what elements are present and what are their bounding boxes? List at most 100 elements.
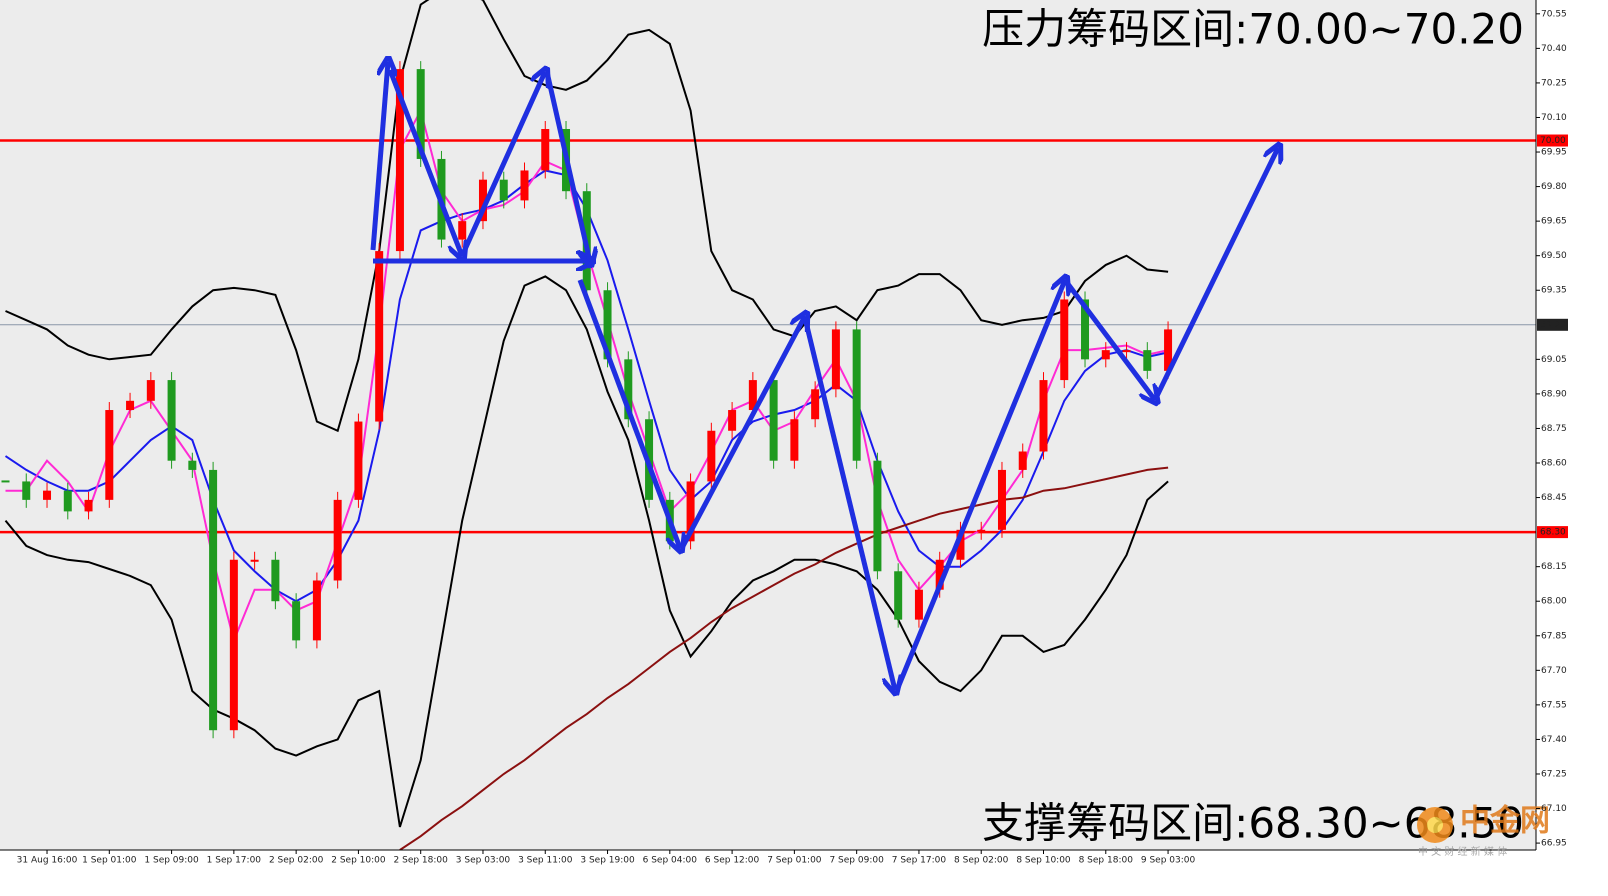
candle bbox=[416, 69, 425, 159]
candle bbox=[292, 601, 301, 641]
y-tick-label: 68.15 bbox=[1541, 562, 1567, 572]
candle bbox=[1081, 299, 1090, 360]
x-tick-label: 3 Sep 11:00 bbox=[518, 856, 573, 866]
candle bbox=[873, 460, 882, 572]
watermark-name: 中金网 bbox=[1460, 804, 1550, 839]
level-tag bbox=[1537, 134, 1568, 147]
candle bbox=[84, 499, 93, 512]
y-tick-label: 67.10 bbox=[1541, 804, 1567, 814]
y-tick-label: 67.70 bbox=[1541, 666, 1567, 676]
y-tick-label: 69.50 bbox=[1541, 251, 1567, 261]
candle bbox=[167, 380, 176, 461]
watermark-tagline: 中 文 财 经 新 媒 体 bbox=[1418, 845, 1507, 858]
candle bbox=[811, 389, 820, 420]
y-tick-label: 69.80 bbox=[1541, 182, 1567, 192]
candle bbox=[520, 170, 529, 201]
candle bbox=[478, 179, 487, 222]
x-tick-label: 7 Sep 09:00 bbox=[829, 856, 884, 866]
candle bbox=[146, 380, 155, 401]
level-tag bbox=[1537, 526, 1568, 539]
candle bbox=[499, 179, 508, 201]
resistance-note: 压力筹码区间:70.00~70.20 bbox=[982, 5, 1524, 54]
y-tick-label: 67.40 bbox=[1541, 735, 1567, 745]
x-tick-label: 1 Sep 01:00 bbox=[82, 856, 137, 866]
indicator-line bbox=[5, 0, 1169, 433]
arrow bbox=[459, 72, 545, 258]
candle bbox=[1018, 451, 1027, 470]
candle bbox=[1060, 299, 1069, 381]
y-tick-label: 67.55 bbox=[1541, 700, 1567, 710]
candle bbox=[1143, 350, 1152, 371]
candle bbox=[686, 481, 695, 542]
y-tick-label: 70.10 bbox=[1541, 113, 1567, 123]
arrow bbox=[370, 62, 388, 251]
y-tick-label: 70.55 bbox=[1541, 9, 1567, 19]
candle bbox=[354, 421, 363, 500]
x-tick-label: 3 Sep 03:00 bbox=[456, 856, 511, 866]
candle bbox=[22, 481, 31, 500]
arrow bbox=[544, 71, 590, 262]
y-tick-label: 70.40 bbox=[1541, 44, 1567, 54]
candle bbox=[977, 529, 986, 532]
candle bbox=[707, 430, 716, 482]
y-tick-label: 68.00 bbox=[1541, 597, 1567, 607]
x-tick-label: 31 Aug 16:00 bbox=[17, 856, 78, 866]
candle bbox=[333, 499, 342, 581]
candle bbox=[914, 589, 923, 620]
candle bbox=[894, 571, 903, 620]
y-tick-label: 69.65 bbox=[1541, 217, 1567, 227]
x-tick-label: 1 Sep 09:00 bbox=[144, 856, 199, 866]
candle bbox=[312, 580, 321, 641]
candle bbox=[728, 410, 737, 431]
candle bbox=[852, 329, 861, 461]
watermark: 中金网 中 文 财 经 新 媒 体 bbox=[1417, 804, 1550, 858]
x-tick-label: 1 Sep 17:00 bbox=[207, 856, 262, 866]
y-tick-label: 68.90 bbox=[1541, 389, 1567, 399]
x-tick-label: 8 Sep 10:00 bbox=[1016, 856, 1071, 866]
x-tick-label: 8 Sep 02:00 bbox=[954, 856, 1009, 866]
candle bbox=[458, 221, 467, 240]
candle bbox=[1, 480, 10, 483]
arrow bbox=[1063, 278, 1155, 400]
x-tick-label: 2 Sep 10:00 bbox=[331, 856, 386, 866]
candle bbox=[63, 490, 72, 512]
y-tick-label: 69.05 bbox=[1541, 355, 1567, 365]
arrow bbox=[679, 316, 805, 550]
candle bbox=[105, 410, 114, 500]
candle bbox=[603, 290, 612, 360]
arrow bbox=[894, 280, 1065, 691]
y-tick-label: 67.25 bbox=[1541, 769, 1567, 779]
candle bbox=[541, 128, 550, 171]
candle bbox=[790, 419, 799, 461]
y-tick-label: 70.25 bbox=[1541, 78, 1567, 88]
x-tick-label: 6 Sep 12:00 bbox=[705, 856, 760, 866]
arrow bbox=[802, 317, 895, 690]
trend-arrows bbox=[370, 62, 1278, 691]
candle bbox=[375, 251, 384, 422]
y-tick-label: 68.45 bbox=[1541, 493, 1567, 503]
candle bbox=[935, 559, 944, 590]
level-label: 68.30 bbox=[1540, 528, 1566, 538]
y-tick-label: 68.75 bbox=[1541, 424, 1567, 434]
indicator-line bbox=[399, 466, 1169, 850]
x-tick-label: 8 Sep 18:00 bbox=[1079, 856, 1134, 866]
y-tick-label: 66.95 bbox=[1541, 839, 1567, 849]
x-tick-label: 7 Sep 17:00 bbox=[892, 856, 947, 866]
level-label: 69.20 bbox=[1540, 320, 1566, 330]
candle bbox=[1164, 329, 1173, 371]
candle bbox=[956, 529, 965, 560]
candle bbox=[1122, 350, 1131, 353]
candle bbox=[229, 559, 238, 731]
candle bbox=[1039, 380, 1048, 452]
arrow bbox=[387, 69, 462, 256]
plot-layer bbox=[0, 0, 1536, 850]
x-tick-label: 2 Sep 18:00 bbox=[394, 856, 449, 866]
level-label: 70.00 bbox=[1540, 136, 1566, 146]
candle bbox=[831, 329, 840, 390]
candle bbox=[769, 380, 778, 461]
x-tick-label: 7 Sep 01:00 bbox=[767, 856, 822, 866]
x-tick-label: 9 Sep 03:00 bbox=[1141, 856, 1196, 866]
candle bbox=[1101, 350, 1110, 360]
